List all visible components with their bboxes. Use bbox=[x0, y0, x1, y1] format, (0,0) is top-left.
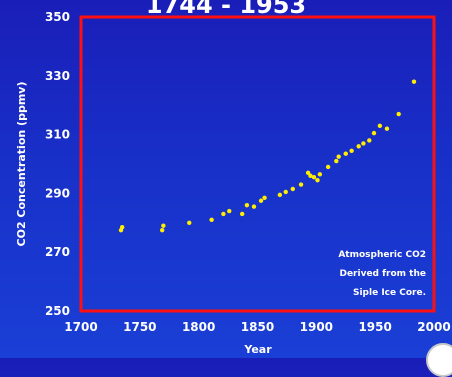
data-point bbox=[311, 175, 317, 180]
y-tick-label: 350 bbox=[45, 10, 70, 24]
co2-chart: 1744 - 1953 1700 1750 1800 1850 1900 1950 2000… bbox=[15, 0, 450, 356]
plot-frame bbox=[79, 15, 436, 313]
x-tick-label: 1950 bbox=[358, 320, 391, 334]
data-point bbox=[349, 148, 354, 153]
data-point bbox=[240, 211, 245, 217]
x-tick-label: 2000 bbox=[417, 320, 450, 334]
data-point bbox=[187, 220, 192, 225]
data-point bbox=[336, 154, 341, 159]
x-tick-label: 1700 bbox=[64, 320, 97, 334]
data-point bbox=[227, 208, 232, 214]
x-axis-title: Year bbox=[243, 343, 272, 356]
data-point bbox=[356, 144, 361, 149]
data-points bbox=[118, 79, 417, 233]
data-point bbox=[361, 141, 366, 146]
x-tick-label: 1800 bbox=[182, 320, 215, 334]
data-point bbox=[258, 198, 264, 203]
data-point bbox=[251, 204, 257, 209]
data-point bbox=[244, 202, 250, 208]
annotation-box: Atmospheric CO2 Derived from the Siple I… bbox=[338, 250, 426, 298]
data-point bbox=[343, 151, 348, 156]
data-point bbox=[325, 164, 331, 170]
data-point bbox=[317, 172, 323, 177]
data-point bbox=[262, 195, 267, 201]
x-tick-label: 1900 bbox=[300, 320, 333, 334]
y-tick-label: 250 bbox=[45, 304, 70, 318]
data-point bbox=[290, 186, 295, 192]
annotation-line-3: Siple Ice Core. bbox=[353, 288, 426, 298]
data-point bbox=[221, 211, 226, 217]
data-point bbox=[277, 192, 283, 198]
data-point bbox=[305, 170, 311, 176]
x-tick-label: 1850 bbox=[241, 320, 274, 334]
y-tick-label: 290 bbox=[45, 186, 70, 200]
data-point bbox=[308, 173, 313, 178]
data-point bbox=[384, 126, 390, 131]
y-axis-ticks: 250 270 290 310 330 350 bbox=[45, 10, 70, 318]
annotation-line-2: Derived from the bbox=[339, 269, 426, 279]
x-tick-label: 1750 bbox=[123, 320, 156, 334]
data-point bbox=[377, 123, 383, 128]
y-axis-title: CO2 Concentration (ppmv) bbox=[15, 82, 28, 247]
data-point bbox=[159, 227, 165, 233]
data-point bbox=[334, 158, 339, 164]
annotation-line-1: Atmospheric CO2 bbox=[338, 250, 426, 260]
data-point bbox=[119, 225, 125, 230]
data-point bbox=[209, 217, 214, 223]
y-tick-label: 270 bbox=[45, 245, 70, 259]
data-point bbox=[161, 223, 166, 228]
seal-logo bbox=[426, 343, 452, 377]
data-point bbox=[315, 177, 320, 183]
data-point bbox=[371, 130, 377, 136]
x-axis-ticks: 1700 1750 1800 1850 1900 1950 2000 bbox=[64, 320, 450, 334]
data-point bbox=[396, 111, 401, 117]
y-tick-label: 330 bbox=[45, 69, 70, 83]
chart-title: 1744 - 1953 bbox=[146, 0, 306, 19]
data-point bbox=[298, 182, 304, 187]
data-point bbox=[411, 79, 417, 84]
y-tick-label: 310 bbox=[45, 128, 70, 142]
data-point bbox=[367, 138, 372, 143]
data-point bbox=[283, 189, 288, 195]
